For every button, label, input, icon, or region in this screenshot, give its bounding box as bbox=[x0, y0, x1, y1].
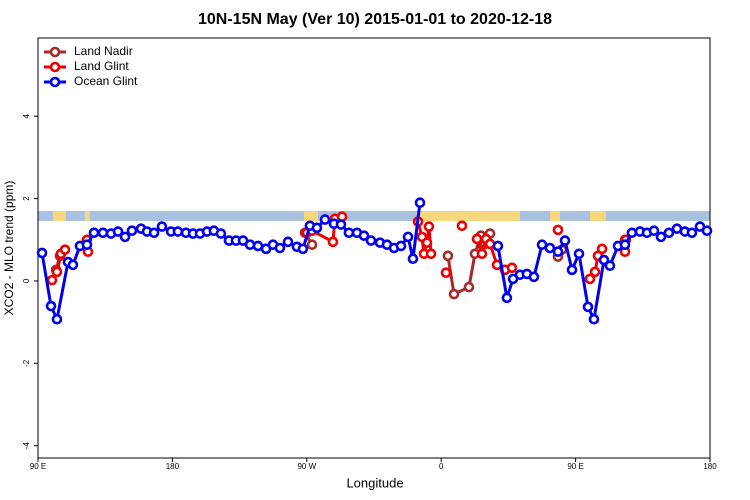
data-point bbox=[604, 260, 616, 272]
data-point bbox=[596, 243, 608, 255]
data-point bbox=[365, 235, 377, 246]
data-point bbox=[97, 227, 109, 239]
x-tick-label: 0 bbox=[439, 462, 444, 471]
data-point bbox=[589, 266, 601, 278]
data-point bbox=[215, 228, 227, 239]
data-point bbox=[471, 233, 483, 245]
data-point bbox=[421, 237, 433, 248]
legend-label: Land Glint bbox=[74, 59, 129, 73]
data-point bbox=[88, 227, 100, 239]
data-point bbox=[626, 227, 638, 239]
data-point bbox=[67, 259, 79, 271]
y-tick-label: 2 bbox=[22, 196, 31, 201]
data-point bbox=[686, 227, 698, 239]
x-axis-label: Longitude bbox=[346, 475, 403, 490]
legend-label: Ocean Glint bbox=[74, 74, 138, 88]
y-axis-label: XCO2 - MLO trend (ppm) bbox=[2, 181, 16, 316]
data-point bbox=[119, 231, 131, 243]
data-point bbox=[148, 227, 160, 239]
y-tick-label: -4 bbox=[22, 442, 31, 450]
data-point bbox=[582, 301, 594, 313]
x-tick-label: 90 E bbox=[567, 462, 583, 471]
x-tick-label: 90 E bbox=[30, 462, 46, 471]
data-point bbox=[663, 227, 675, 239]
data-point bbox=[566, 264, 578, 276]
data-point bbox=[311, 222, 323, 234]
data-point bbox=[528, 271, 540, 283]
data-point bbox=[552, 224, 564, 236]
data-point bbox=[274, 242, 286, 254]
data-point bbox=[588, 313, 600, 325]
land-patch bbox=[85, 211, 90, 221]
data-point bbox=[619, 239, 631, 251]
data-point bbox=[544, 242, 556, 254]
data-point bbox=[407, 253, 419, 265]
data-point bbox=[584, 273, 596, 285]
data-point bbox=[559, 235, 571, 246]
data-point bbox=[112, 226, 124, 237]
data-point bbox=[36, 247, 48, 259]
data-point bbox=[156, 221, 168, 232]
data-point bbox=[423, 221, 435, 232]
data-point bbox=[358, 230, 370, 241]
data-point bbox=[463, 281, 475, 293]
data-point bbox=[476, 248, 488, 260]
data-point bbox=[655, 231, 667, 243]
map-strip bbox=[38, 211, 710, 221]
y-tick-label: -2 bbox=[22, 359, 31, 367]
data-point bbox=[425, 248, 437, 260]
land-patch bbox=[304, 211, 318, 221]
data-point bbox=[598, 254, 610, 266]
data-point bbox=[501, 292, 513, 304]
data-point bbox=[440, 267, 452, 279]
data-point bbox=[327, 236, 339, 248]
data-point bbox=[319, 214, 331, 225]
x-tick-label: 180 bbox=[166, 462, 180, 471]
data-point bbox=[448, 288, 460, 300]
data-point bbox=[46, 274, 58, 286]
data-point bbox=[335, 219, 347, 230]
legend-label: Land Nadir bbox=[74, 44, 133, 58]
data-point bbox=[456, 220, 468, 232]
data-point bbox=[59, 244, 71, 255]
ocean-strip bbox=[38, 211, 710, 221]
y-tick-label: 0 bbox=[22, 278, 31, 283]
data-point bbox=[552, 246, 564, 258]
data-point bbox=[282, 236, 294, 248]
data-point bbox=[414, 197, 426, 209]
data-point bbox=[306, 239, 318, 251]
data-point bbox=[442, 250, 454, 262]
land-patch bbox=[420, 211, 520, 221]
data-point bbox=[297, 243, 309, 255]
data-point bbox=[81, 239, 93, 251]
data-point bbox=[506, 262, 518, 274]
legend-marker bbox=[49, 61, 61, 73]
land-patch bbox=[53, 211, 66, 221]
land-patch bbox=[590, 211, 606, 221]
data-point bbox=[648, 225, 660, 237]
data-point bbox=[126, 225, 138, 237]
data-point bbox=[51, 313, 63, 325]
data-point bbox=[573, 248, 585, 260]
legend-marker bbox=[49, 76, 61, 88]
y-tick-label: 4 bbox=[22, 113, 31, 118]
data-point bbox=[701, 225, 713, 237]
data-point bbox=[45, 300, 57, 312]
data-point bbox=[492, 240, 504, 252]
chart-title: 10N-15N May (Ver 10) 2015-01-01 to 2020-… bbox=[198, 11, 552, 28]
data-point bbox=[172, 226, 184, 237]
data-point bbox=[395, 240, 407, 252]
legend-marker bbox=[49, 46, 61, 58]
x-tick-label: 180 bbox=[703, 462, 717, 471]
data-point bbox=[51, 266, 63, 278]
plot-frame bbox=[37, 37, 711, 459]
land-patch bbox=[550, 211, 560, 221]
x-tick-label: 90 W bbox=[297, 462, 316, 471]
data-point bbox=[402, 231, 414, 243]
